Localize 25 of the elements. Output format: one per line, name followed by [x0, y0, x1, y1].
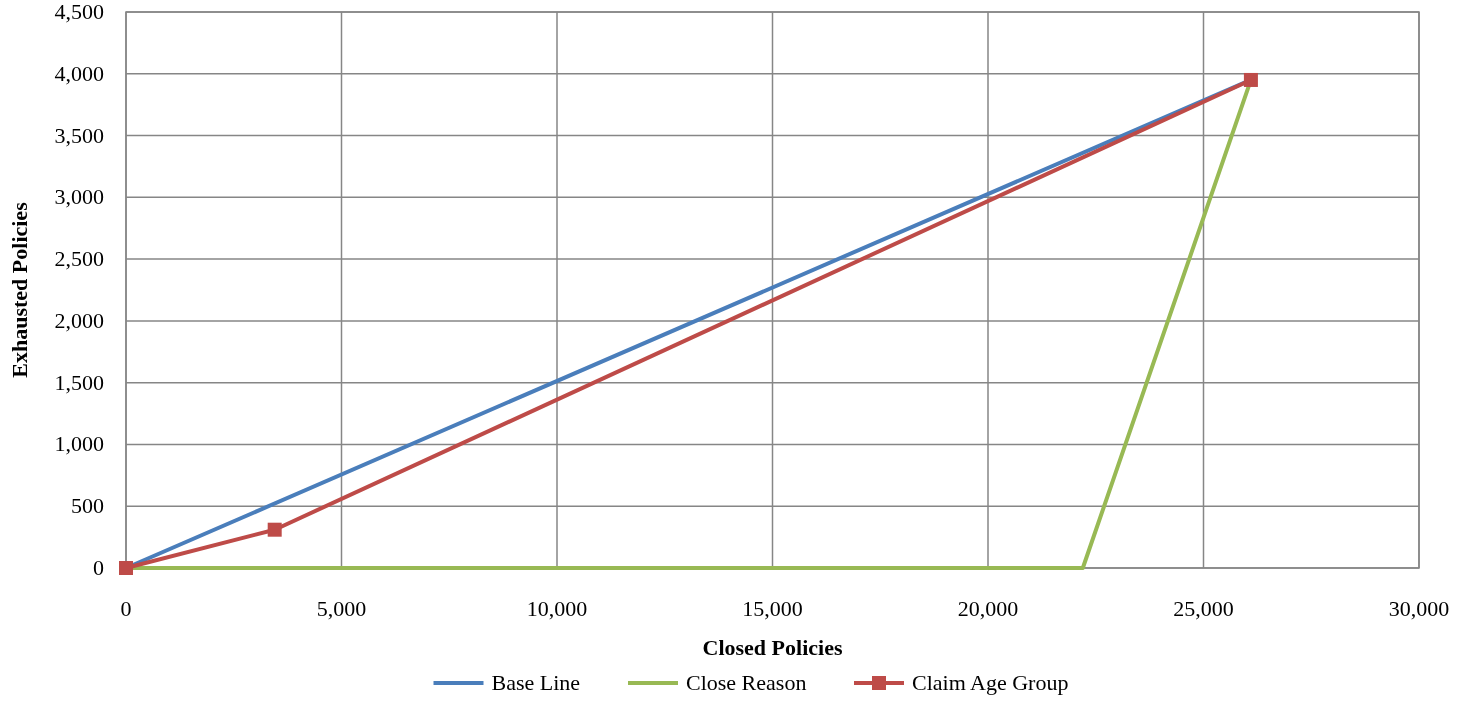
y-tick-label: 4,000 — [54, 60, 104, 86]
x-tick-label: 5,000 — [316, 596, 367, 621]
y-tick-label: 1,000 — [54, 431, 104, 457]
y-tick-label: 2,500 — [54, 246, 104, 272]
x-tick-label: 30,000 — [1388, 596, 1450, 621]
point — [119, 561, 133, 575]
y-tick-label: 2,000 — [54, 307, 104, 333]
x-tick-label: 0 — [120, 596, 132, 621]
point — [267, 522, 282, 537]
legend-label: Close Reason — [686, 670, 807, 695]
x-tick-label: 10,000 — [526, 596, 588, 621]
x-axis-title: Closed Policies — [702, 635, 843, 660]
y-tick-label: 1,500 — [54, 369, 104, 395]
y-tick-label: 3,000 — [54, 184, 104, 210]
y-tick-label: 500 — [71, 493, 104, 519]
y-tick-label: 0 — [93, 555, 104, 580]
legend-label: Claim Age Group — [912, 670, 1069, 695]
x-tick-label: 25,000 — [1173, 596, 1234, 621]
point — [1243, 72, 1258, 87]
x-tick-label: 20,000 — [957, 596, 1019, 621]
y-axis-title: Exhausted Policies — [7, 201, 32, 378]
legend-label: Base Line — [491, 670, 581, 695]
x-tick-label: 15,000 — [742, 596, 803, 621]
y-tick-label: 4,500 — [54, 0, 104, 24]
y-tick-label: 3,500 — [54, 122, 104, 148]
